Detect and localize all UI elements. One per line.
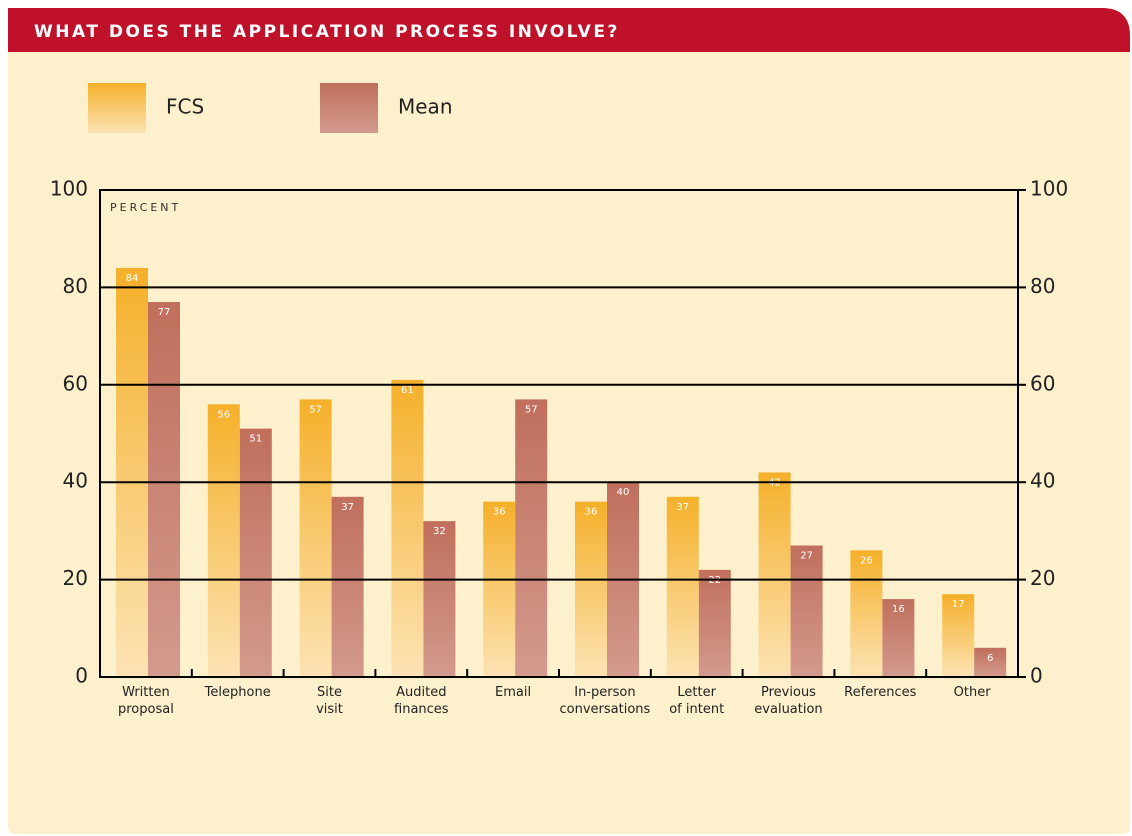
x-tick-label: Site visit [316, 685, 343, 717]
panel [8, 8, 1130, 834]
value-label: 84 [126, 273, 139, 284]
bar [483, 501, 516, 677]
bar [207, 404, 240, 677]
value-label: 36 [585, 507, 598, 518]
value-label: 17 [952, 599, 965, 610]
x-tick-label: Previous evaluation [754, 685, 822, 717]
bar [698, 569, 731, 677]
bar [299, 399, 332, 677]
legend-swatch [320, 83, 378, 133]
chart-title: WHAT DOES THE APPLICATION PROCESS INVOLV… [34, 22, 620, 42]
x-tick-label: Written proposal [118, 685, 174, 717]
y2-tick-label: 60 [1030, 371, 1055, 395]
value-label: 56 [217, 409, 230, 420]
value-label: 16 [892, 604, 905, 615]
y2-tick-label: 40 [1030, 469, 1055, 493]
bar [758, 472, 791, 677]
value-label: 6 [987, 653, 993, 664]
y-tick-label: 60 [63, 371, 88, 395]
x-tick-label: Audited finances [394, 685, 449, 717]
value-label: 57 [525, 404, 538, 415]
bar [423, 521, 456, 677]
value-label: 36 [493, 507, 506, 518]
bar [942, 594, 975, 677]
y-tick-label: 20 [63, 566, 88, 590]
x-tick-label: Other [954, 685, 992, 700]
value-label: 27 [800, 551, 813, 562]
x-tick-label: Telephone [204, 685, 271, 700]
y-tick-label: 100 [50, 177, 88, 201]
value-label: 26 [860, 555, 873, 566]
header [8, 8, 1130, 52]
bar [515, 399, 548, 677]
y2-tick-label: 100 [1030, 177, 1068, 201]
x-tick-label: Email [495, 685, 531, 700]
value-label: 37 [676, 502, 689, 513]
y-tick-label: 0 [75, 664, 88, 688]
legend-label: Mean [398, 95, 453, 119]
bar [882, 599, 915, 677]
value-label: 40 [617, 487, 630, 498]
y-axis-label: PERCENT [110, 201, 181, 214]
legend-swatch [88, 83, 146, 133]
bar [974, 647, 1007, 677]
bar [331, 496, 364, 677]
x-tick-label: References [844, 685, 916, 700]
bar [239, 428, 272, 677]
x-tick-label: In-person conversations [560, 685, 651, 717]
y2-tick-label: 0 [1030, 664, 1043, 688]
bar [790, 545, 823, 677]
value-label: 37 [341, 502, 354, 513]
bar [666, 496, 699, 677]
value-label: 77 [158, 307, 171, 318]
bar [391, 379, 424, 677]
x-tick-label: Letter of intent [669, 685, 724, 717]
bar [116, 267, 148, 677]
value-label: 61 [401, 385, 414, 396]
y-tick-label: 40 [63, 469, 88, 493]
y2-tick-label: 80 [1030, 274, 1055, 298]
value-label: 32 [433, 526, 446, 537]
value-label: 51 [249, 434, 262, 445]
value-label: 57 [309, 404, 322, 415]
bar [148, 302, 180, 677]
y-tick-label: 80 [63, 274, 88, 298]
legend-label: FCS [166, 95, 204, 119]
bar [575, 501, 607, 677]
bar [850, 550, 883, 677]
y2-tick-label: 20 [1030, 566, 1055, 590]
plot-frame [99, 189, 1019, 678]
